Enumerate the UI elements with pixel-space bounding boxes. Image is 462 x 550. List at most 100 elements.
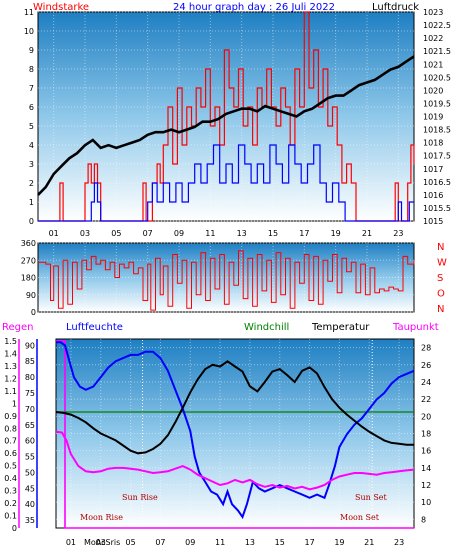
rain-tick-label: 0	[12, 524, 17, 533]
wind-direction-series	[38, 250, 415, 311]
wind-speed-series	[38, 144, 414, 222]
pressure-tick-label: 1022.5	[423, 21, 451, 30]
humidity-tick-label: 60	[25, 437, 35, 446]
wind-speed-ticks: 0 1 2 3 4 5 6 7 8 9 10 11	[24, 8, 34, 226]
wind-hour-tick-label: 21	[362, 229, 372, 238]
bottom-event-marker: MoAcSris	[84, 538, 120, 547]
pressure-tick-label: 1016.5	[423, 178, 451, 187]
wind-hour-tick-label: 19	[331, 229, 341, 238]
wind-speed-tick-label: 3	[29, 160, 34, 169]
pressure-tick-label: 1017.5	[423, 152, 451, 161]
pressure-tick-label: 1019.5	[423, 99, 451, 108]
temperature-plot-area	[55, 338, 415, 529]
humidity-tick-label: 35	[25, 516, 35, 525]
pressure-tick-label: 1020.5	[423, 73, 451, 82]
rain-tick-label: 0.3	[4, 487, 17, 496]
temperature-series	[55, 360, 414, 455]
compass-label: O	[437, 289, 445, 300]
temperature-ticks: 8 10 12 14 16 18 20 22 24 26 28	[421, 344, 431, 525]
direction-degree-ticks: 0 90 180 270 360	[21, 239, 36, 317]
pressure-ticks: 1015 1015.5 1016 1016.5 1017 1017.5 1018 1018.5…	[423, 8, 451, 226]
pressure-tick-label: 1021	[423, 60, 443, 69]
rain-tick-label: 1.5	[4, 337, 17, 346]
wind-hour-tick-label: 15	[268, 229, 278, 238]
humidity-tick-label: 50	[25, 468, 35, 477]
rain-tick-label: 0.7	[4, 437, 17, 446]
compass-label: N	[437, 242, 444, 253]
wind-hour-tick-label: 09	[174, 229, 184, 238]
moon-rise-label: Moon Rise	[80, 513, 123, 522]
direction-plot-area	[37, 242, 415, 313]
pressure-series	[37, 55, 415, 196]
wind-speed-tick-label: 2	[29, 179, 34, 188]
temperature-hour-tick-label: 01	[66, 538, 76, 547]
wind-hour-tick-label: 13	[237, 229, 247, 238]
temperature-hour-tick-label: 09	[185, 538, 195, 547]
humidity-tick-label: 40	[25, 500, 35, 509]
pressure-axis-title: Luftdruck	[372, 2, 419, 13]
wind-speed-tick-label: 11	[24, 8, 34, 17]
direction-degree-tick-label: 90	[26, 291, 36, 300]
direction-degree-tick-label: 360	[21, 239, 36, 248]
pressure-tick-label: 1018	[423, 139, 443, 148]
direction-degree-tick-label: 270	[21, 256, 36, 265]
dewpoint-series	[55, 430, 415, 491]
temperature-hour-tick-label: 15	[275, 538, 285, 547]
humidity-tick-label: 80	[25, 373, 35, 382]
temperature-tick-label: 14	[421, 464, 431, 473]
temperature-legend: Temperatur	[311, 322, 370, 333]
temperature-hour-tick-label: 21	[364, 538, 374, 547]
wind-hour-tick-label: 17	[299, 229, 309, 238]
temperature-hour-tick-label: 05	[125, 538, 135, 547]
wind-speed-tick-label: 10	[24, 27, 34, 36]
temperature-tick-label: 20	[421, 412, 431, 421]
temperature-tick-label: 18	[421, 430, 431, 439]
wind-hour-tick-label: 01	[49, 229, 59, 238]
direction-degree-tick-label: 0	[31, 308, 36, 317]
humidity-tick-label: 65	[25, 421, 35, 430]
pressure-tick-label: 1015	[423, 217, 443, 226]
temperature-tick-label: 28	[421, 344, 431, 353]
humidity-series	[56, 341, 415, 520]
temperature-tick-label: 26	[421, 361, 431, 370]
rain-tick-label: 0.9	[4, 412, 17, 421]
compass-label: W	[437, 258, 447, 269]
temperature-hour-tick-label: 13	[245, 538, 255, 547]
pressure-tick-label: 1015.5	[423, 204, 451, 213]
wind-gust-series	[38, 11, 415, 222]
temperature-hour-tick-label: 19	[334, 538, 344, 547]
rain-axis-title: Regen	[2, 322, 34, 333]
rain-tick-label: 0.8	[4, 424, 17, 433]
rain-tick-label: 0.2	[4, 499, 17, 508]
windchill-legend: Windchill	[244, 322, 289, 333]
wind-speed-tick-label: 7	[29, 84, 34, 93]
temperature-hour-tick-label: 07	[155, 538, 165, 547]
sun-rise-label: Sun Rise	[122, 493, 158, 502]
temperature-tick-label: 10	[421, 498, 431, 507]
wind-pressure-panel: Windstarke 24 hour graph day : 26 Juli 2…	[24, 2, 451, 238]
temperature-hour-tick-label: 11	[215, 538, 225, 547]
rain-tick-label: 0.4	[4, 474, 17, 483]
humidity-tick-label: 45	[25, 484, 35, 493]
rain-tick-label: 1.4	[4, 349, 17, 358]
temperature-hour-tick-label: 17	[304, 538, 314, 547]
rain-ticks: 0 0.1 0.2 0.3 0.4 0.5 0.6 0.7 0.8 0.9 1 1.1 1.2 1.3 1.…	[4, 337, 17, 533]
wind-speed-tick-label: 9	[29, 46, 34, 55]
humidity-tick-label: 55	[25, 453, 35, 462]
pressure-tick-label: 1017	[423, 165, 443, 174]
temperature-hour-tick-label: 23	[394, 538, 404, 547]
wind-hour-tick-label: 07	[143, 229, 153, 238]
temperature-tick-label: 16	[421, 447, 431, 456]
wind-speed-tick-label: 8	[29, 65, 34, 74]
compass-label: N	[437, 304, 444, 315]
temperature-tick-label: 22	[421, 395, 431, 404]
wind-speed-tick-label: 5	[29, 122, 34, 131]
pressure-tick-label: 1018.5	[423, 126, 451, 135]
temperature-hour-ticks: 01 03 05 07 09 11 13 15 17 19 21 23	[66, 538, 404, 547]
temperature-tick-label: 24	[421, 378, 431, 387]
wind-hour-tick-label: 03	[80, 229, 90, 238]
dewpoint-legend: Taupunkt	[392, 322, 439, 333]
wind-speed-axis-title: Windstarke	[33, 2, 89, 13]
pressure-tick-label: 1021.5	[423, 47, 451, 56]
pressure-tick-label: 1020	[423, 86, 443, 95]
